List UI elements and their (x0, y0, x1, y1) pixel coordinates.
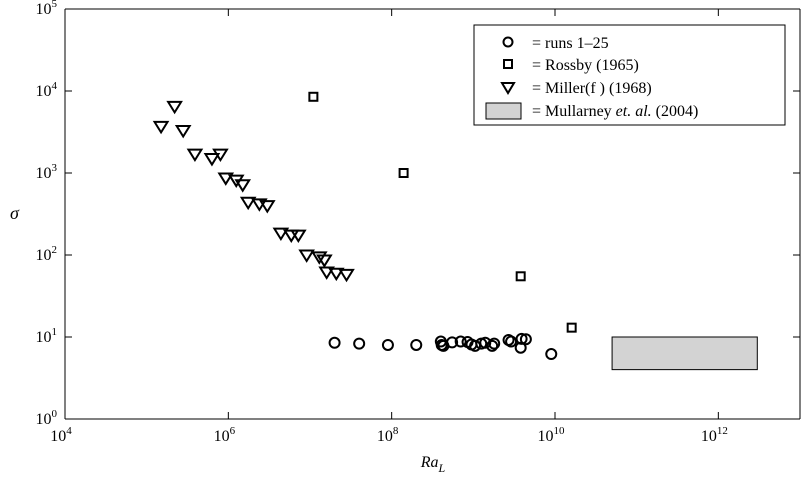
runs-point (519, 333, 532, 346)
legend-square-marker (503, 59, 513, 69)
legend-text-box: = Mullarney et. al. (2004) (532, 103, 698, 120)
y-tick-label: 102 (36, 244, 58, 264)
runs-point (486, 339, 499, 352)
miller-point (290, 229, 307, 243)
mullarney-range-box (611, 336, 758, 371)
legend-text-box-before: = Mullarney (532, 103, 616, 120)
miller-point (166, 100, 183, 115)
legend-text-box-after: (2004) (652, 103, 699, 120)
miller-point (174, 124, 192, 139)
data-layer (152, 91, 758, 371)
legend-text-box-italic: et. al. (616, 103, 652, 120)
y-axis-label: σ (10, 203, 20, 223)
runs-point (446, 336, 459, 349)
runs-point (381, 338, 394, 351)
legend: = runs 1–25 = Rossby (1965) = Miller(f )… (473, 24, 786, 126)
rossby-point (566, 322, 577, 333)
x-axis-label-sub: L (438, 461, 446, 475)
runs-point (514, 341, 527, 354)
miller-point (318, 266, 335, 280)
legend-triangle-marker (500, 82, 516, 95)
legend-circle-marker (502, 36, 514, 48)
legend-text-circle: = runs 1–25 (532, 35, 609, 52)
rossby-point (515, 271, 526, 282)
x-tick-label: 106 (214, 425, 236, 445)
runs-point (545, 348, 558, 361)
runs-point (505, 335, 518, 348)
y-ticks: 100 101 102 103 104 105 (36, 0, 800, 428)
x-tick-label: 108 (377, 425, 399, 445)
miller-point (186, 148, 204, 163)
rossby-point (398, 168, 409, 178)
y-tick-label: 104 (36, 80, 58, 100)
miller-point (338, 268, 355, 283)
runs-point (488, 337, 501, 350)
x-tick-label: 1012 (701, 425, 728, 445)
x-tick-label: 104 (50, 425, 72, 445)
y-tick-label: 100 (36, 408, 58, 428)
x-axis-label-main: Ra (420, 454, 439, 471)
legend-box-marker (485, 102, 522, 120)
legend-text-square: = Rossby (1965) (532, 57, 639, 74)
runs-point (410, 338, 423, 351)
miller-point (217, 172, 235, 186)
rossby-point (308, 91, 319, 102)
x-ticks: 104 106 108 1010 1012 (50, 9, 728, 445)
miller-point (212, 148, 229, 163)
miller-point (259, 200, 276, 214)
legend-text-triangle: = Miller(f ) (1968) (532, 80, 652, 97)
miller-point (152, 120, 170, 135)
runs-point (328, 336, 341, 349)
x-axis-label: RaL (420, 454, 446, 475)
runs-point (353, 337, 366, 350)
runs-point (515, 332, 528, 345)
plot-frame (64, 8, 801, 420)
miller-point (239, 196, 257, 211)
runs-point (454, 335, 467, 348)
miller-point (203, 153, 221, 167)
y-tick-label: 105 (36, 0, 58, 18)
miller-point (234, 179, 252, 193)
miller-point (311, 251, 328, 265)
legend-box (473, 24, 786, 126)
y-tick-label: 103 (36, 162, 58, 182)
miller-point (298, 249, 315, 263)
miller-point (328, 267, 345, 282)
miller-point (272, 227, 290, 241)
x-tick-label: 1010 (538, 425, 566, 445)
y-tick-label: 101 (36, 326, 58, 346)
runs-point (479, 336, 492, 349)
miller-point (316, 254, 333, 268)
runs-point (469, 339, 482, 352)
